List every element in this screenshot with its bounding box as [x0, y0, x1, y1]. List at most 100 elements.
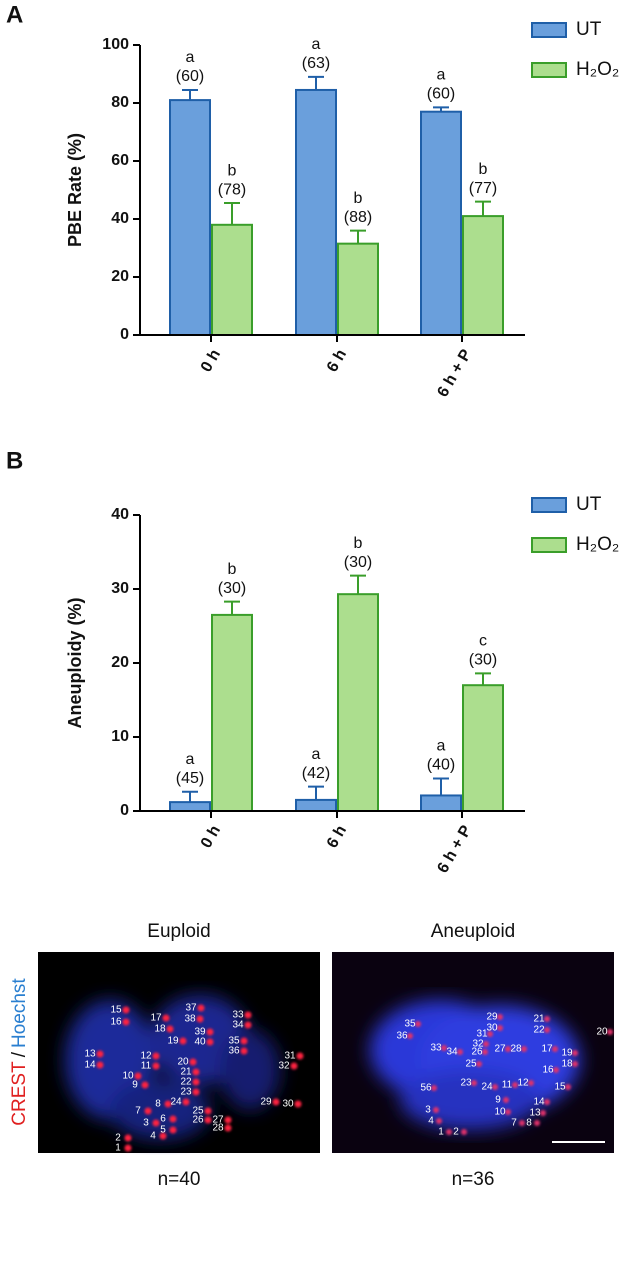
y-tick-label: 20	[111, 268, 129, 285]
chromosome-label: 11	[141, 1061, 152, 1072]
chromosome-label: 36	[228, 1046, 240, 1057]
y-tick-label: 0	[120, 802, 129, 819]
crest-dot	[240, 1037, 248, 1045]
crest-dot	[124, 1134, 132, 1142]
n-label: (30)	[469, 652, 497, 669]
crest-dot	[124, 1144, 132, 1152]
bar	[295, 88, 337, 336]
crest-dot	[164, 1100, 172, 1108]
error-bar	[182, 88, 198, 101]
y-axis-label: Aneuploidy (%)	[65, 598, 85, 729]
hoechst-stain	[370, 1000, 580, 1130]
image-caption: n=40	[158, 1169, 201, 1190]
crest-dot	[497, 1025, 503, 1031]
chromosome-label: 8	[526, 1118, 532, 1129]
chromosome-label: 1	[115, 1143, 121, 1154]
significance-letter: a	[312, 36, 321, 53]
crest-dot	[436, 1118, 442, 1124]
chromosome-label: 56	[420, 1083, 432, 1094]
chromosome-label: 16	[110, 1017, 122, 1028]
crest-dot	[144, 1107, 152, 1115]
chromosome-label: 33	[430, 1043, 442, 1054]
chromosome-label: 19	[561, 1048, 573, 1059]
crest-dot	[519, 1120, 525, 1126]
significance-letter: a	[186, 751, 195, 768]
bar	[420, 110, 462, 336]
bar	[420, 794, 462, 813]
chromosome-label: 11	[502, 1080, 513, 1091]
crest-dot	[192, 1078, 200, 1086]
legend-label: H₂O₂	[576, 534, 619, 555]
stain-crest: CREST	[9, 1061, 30, 1126]
crest-dot	[272, 1098, 280, 1106]
crest-dot	[224, 1124, 232, 1132]
crest-dot	[122, 1018, 130, 1026]
chromosome-label: 32	[472, 1039, 484, 1050]
error-bar	[308, 75, 324, 90]
crest-dot	[572, 1050, 578, 1056]
hoechst-stain	[65, 995, 280, 1140]
chromosome-label: 29	[260, 1097, 272, 1108]
n-label: (60)	[427, 86, 455, 103]
chromosome-label: 24	[170, 1097, 182, 1108]
crest-dot	[169, 1126, 177, 1134]
y-tick-label: 60	[111, 152, 129, 169]
significance-letter: a	[437, 67, 446, 84]
chromosome-label: 1	[438, 1127, 444, 1138]
n-label: (45)	[176, 770, 204, 787]
bar	[337, 593, 379, 812]
crest-dot	[166, 1025, 174, 1033]
panel-label: A	[6, 1, 23, 28]
crest-dot	[192, 1088, 200, 1096]
y-tick-label: 40	[111, 506, 129, 523]
stain-label: CREST / Hoechst	[9, 978, 30, 1126]
crest-dot	[192, 1068, 200, 1076]
crest-dot	[457, 1049, 463, 1055]
chromosome-label: 34	[446, 1047, 458, 1058]
legend-swatch	[531, 22, 567, 38]
crest-dot	[544, 1027, 550, 1033]
chromosome-label: 6	[160, 1114, 166, 1125]
crest-dot	[224, 1116, 232, 1124]
significance-letter: b	[354, 535, 363, 552]
crest-dot	[433, 1107, 439, 1113]
error-bar	[182, 790, 198, 803]
crest-dot	[552, 1046, 558, 1052]
significance-letter: b	[228, 561, 237, 578]
crest-dot	[189, 1058, 197, 1066]
crest-dot	[446, 1129, 452, 1135]
chromosome-label: 14	[533, 1097, 545, 1108]
crest-dot	[544, 1099, 550, 1105]
chromosome-label: 17	[541, 1044, 553, 1055]
n-label: (60)	[176, 68, 204, 85]
chromosome-label: 33	[232, 1010, 244, 1021]
chromosome-label: 35	[404, 1019, 416, 1030]
bar	[295, 798, 337, 813]
x-tick-label: 6 h + P	[434, 346, 475, 400]
crest-dot	[534, 1120, 540, 1126]
crest-dot	[476, 1061, 482, 1067]
crest-dot	[461, 1129, 467, 1135]
error-bar	[475, 672, 491, 686]
crest-dot	[565, 1084, 571, 1090]
chromosome-label: 15	[110, 1005, 122, 1016]
chromosome-label: 26	[192, 1115, 204, 1126]
panel-label: B	[6, 447, 23, 474]
chromosome-label: 23	[460, 1078, 472, 1089]
chromosome-label: 3	[143, 1118, 149, 1129]
error-bar	[308, 785, 324, 800]
x-tick-label: 6 h + P	[434, 822, 475, 876]
chromosome-label: 27	[212, 1115, 224, 1126]
chromosome-label: 37	[185, 1003, 197, 1014]
n-label: (63)	[302, 55, 330, 72]
chromosome-label: 24	[481, 1082, 493, 1093]
chromosome-label: 20	[177, 1057, 189, 1068]
chromosome-label: 13	[529, 1108, 541, 1119]
chromosome-label: 38	[184, 1014, 196, 1025]
chromosome-label: 21	[180, 1067, 192, 1078]
error-bar	[350, 574, 366, 595]
crest-dot	[572, 1061, 578, 1067]
crest-dot	[441, 1045, 447, 1051]
error-bar	[224, 600, 240, 615]
crest-dot	[244, 1011, 252, 1019]
